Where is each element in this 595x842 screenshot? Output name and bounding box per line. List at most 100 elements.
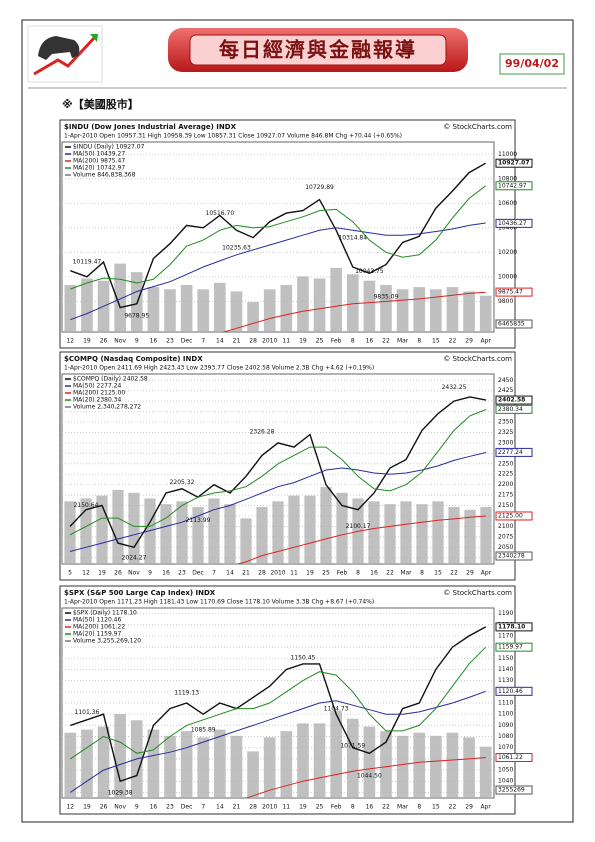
x-tick-label: 22 bbox=[386, 570, 394, 577]
volume-bar bbox=[96, 495, 108, 564]
legend-entry: MA(200) 9875.47 bbox=[73, 158, 125, 165]
volume-bar bbox=[224, 504, 236, 564]
x-tick-label: 22 bbox=[449, 338, 457, 345]
end-label: 9875.47 bbox=[498, 289, 523, 296]
volume-bar bbox=[147, 287, 160, 332]
x-tick-label: Apr bbox=[481, 570, 492, 577]
volume-bar bbox=[336, 492, 348, 564]
volume-bar bbox=[112, 489, 124, 564]
x-tick-label: 29 bbox=[465, 804, 473, 811]
x-tick-label: 16 bbox=[370, 570, 378, 577]
legend-entry: MA(50) 2277.24 bbox=[73, 383, 121, 390]
x-tick-label: 12 bbox=[66, 804, 74, 811]
volume-bar bbox=[64, 501, 76, 564]
annotation: 1044.50 bbox=[357, 773, 382, 780]
annotation: 9835.09 bbox=[374, 294, 399, 301]
volume-bar bbox=[448, 507, 460, 564]
x-tick-label: 19 bbox=[299, 804, 307, 811]
x-tick-label: Mar bbox=[400, 570, 412, 577]
annotation: 2432.25 bbox=[442, 384, 467, 391]
volume-bar bbox=[330, 710, 342, 798]
volume-bar bbox=[480, 507, 492, 564]
x-tick-label: Feb bbox=[331, 338, 342, 345]
x-tick-label: 29 bbox=[465, 338, 473, 345]
y-tick-label: 2425 bbox=[498, 387, 513, 394]
y-tick-label: 10600 bbox=[498, 200, 517, 207]
volume-bar bbox=[81, 278, 93, 332]
legend-entry: MA(200) 1061.22 bbox=[73, 624, 125, 631]
x-tick-label: Apr bbox=[480, 804, 491, 811]
end-label: 10436.27 bbox=[498, 220, 527, 227]
end-label-box bbox=[495, 158, 533, 168]
y-tick-label: 1130 bbox=[498, 677, 513, 684]
y-tick-label: 1140 bbox=[498, 666, 513, 673]
x-tick-label: 19 bbox=[83, 338, 91, 345]
x-tick-label: 14 bbox=[226, 570, 234, 577]
volume-bar bbox=[214, 729, 226, 798]
x-tick-label: 14 bbox=[216, 338, 224, 345]
volume-bar bbox=[64, 284, 77, 332]
volume-bar bbox=[430, 289, 442, 332]
annotation: 2113.99 bbox=[186, 517, 211, 524]
chart-title: $INDU (Dow Jones Industrial Average) IND… bbox=[64, 123, 237, 131]
series-line bbox=[70, 646, 487, 760]
end-label-box bbox=[495, 622, 533, 632]
volume-bar bbox=[280, 284, 293, 332]
x-tick-label: 9 bbox=[135, 804, 139, 811]
y-tick-label: 11000 bbox=[498, 151, 517, 158]
x-tick-label: 22 bbox=[382, 804, 390, 811]
x-tick-label: 28 bbox=[249, 804, 257, 811]
chart-source: © StockCharts.com bbox=[443, 589, 512, 597]
legend-entry: $SPX (Daily) 1178.10 bbox=[73, 610, 137, 617]
volume-bar bbox=[416, 504, 428, 564]
x-tick-label: 16 bbox=[150, 804, 158, 811]
volume-label: 3255269 bbox=[498, 787, 525, 794]
volume-bar bbox=[463, 737, 475, 798]
volume-label: 6465835 bbox=[498, 321, 525, 328]
end-label-box bbox=[495, 404, 533, 414]
x-tick-label: 25 bbox=[316, 338, 324, 345]
page-frame bbox=[21, 19, 574, 823]
volume-bar bbox=[81, 729, 93, 798]
y-tick-label: 1090 bbox=[498, 722, 513, 729]
x-tick-label: 5 bbox=[68, 570, 72, 577]
x-tick-label: 8 bbox=[417, 804, 421, 811]
x-tick-label: 11 bbox=[282, 338, 290, 345]
volume-label-box bbox=[495, 551, 533, 561]
x-tick-label: 16 bbox=[366, 338, 374, 345]
volume-bar bbox=[297, 276, 309, 332]
end-label-box bbox=[495, 181, 533, 191]
volume-bar bbox=[214, 282, 226, 332]
legend-entry: Volume 846,838,368 bbox=[73, 172, 136, 179]
y-tick-label: 2300 bbox=[498, 439, 513, 446]
x-tick-label: 11 bbox=[282, 804, 290, 811]
x-tick-label: 22 bbox=[449, 804, 457, 811]
volume-bar bbox=[263, 289, 276, 332]
x-tick-label: 2010 bbox=[262, 804, 277, 811]
x-tick-label: Nov bbox=[114, 338, 126, 345]
series-line bbox=[70, 626, 487, 783]
end-label: 10742.97 bbox=[498, 182, 527, 189]
legend-entry: Volume 3,255,269,120 bbox=[73, 638, 141, 645]
annotation: 2326.28 bbox=[250, 428, 275, 435]
x-tick-label: 21 bbox=[233, 804, 241, 811]
volume-bar bbox=[230, 735, 243, 798]
volume-bar bbox=[97, 726, 110, 798]
charts: $INDU (Dow Jones Industrial Average) IND… bbox=[59, 119, 533, 815]
chart-title: $COMPQ (Nasdaq Composite) INDX bbox=[64, 355, 203, 363]
x-tick-label: 8 bbox=[420, 570, 424, 577]
volume-bar bbox=[363, 280, 376, 332]
annotation: 1150.45 bbox=[291, 654, 316, 661]
volume-bar bbox=[144, 498, 156, 564]
volume-bar bbox=[80, 498, 92, 564]
volume-bar bbox=[432, 501, 444, 564]
annotation: 1104.73 bbox=[324, 705, 349, 712]
legend-entry: MA(50) 10439.27 bbox=[73, 151, 125, 158]
x-tick-label: 15 bbox=[432, 338, 440, 345]
y-tick-label: 2050 bbox=[498, 544, 513, 551]
volume-bar bbox=[180, 731, 193, 798]
volume-bar bbox=[384, 504, 396, 564]
x-tick-label: 23 bbox=[166, 338, 174, 345]
series-line bbox=[70, 690, 486, 793]
y-tick-label: 2200 bbox=[498, 481, 513, 488]
